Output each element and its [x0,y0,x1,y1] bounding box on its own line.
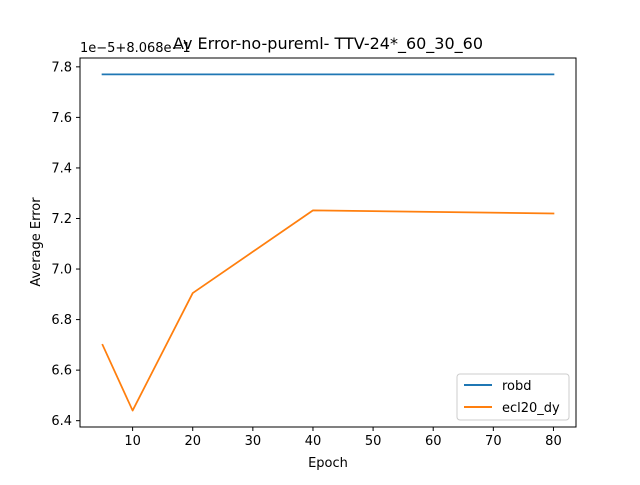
legend-entry-ecl20-dy: ecl20_dy [502,401,560,416]
y-axis-label: Average Error [29,197,44,287]
x-tick-label: 30 [245,434,262,449]
plot-area [80,58,576,427]
series-layer [101,73,555,412]
y-tick-label: 7.2 [51,212,72,227]
series-line-ecl20-dy [101,209,555,412]
plot-frame [79,57,577,428]
y-tick-label: 7.4 [51,161,72,176]
y-tick-label: 7.6 [51,111,72,126]
y-tick-label: 7.0 [51,263,72,278]
x-axis-label: Epoch [308,456,348,471]
legend-entry-robd: robd [502,379,532,394]
x-axis: 10 20 30 40 50 60 70 80 [124,427,562,449]
x-tick-label: 80 [545,434,562,449]
y-tick-label: 6.4 [51,414,72,429]
y-offset-label: 1e−5+8.068e−1 [80,41,191,56]
y-tick-label: 6.6 [51,364,72,379]
x-tick-label: 20 [184,434,201,449]
x-tick-label: 40 [305,434,322,449]
x-tick-label: 50 [365,434,382,449]
chart-title: Av Error-no-pureml- TTV-24*_60_30_60 [173,34,483,54]
y-axis: 6.4 6.6 6.8 7.0 7.2 7.4 7.6 7.8 [51,60,80,429]
x-tick-label: 70 [485,434,502,449]
legend: robd ecl20_dy [456,373,570,421]
y-tick-label: 6.8 [51,313,72,328]
x-tick-label: 60 [425,434,442,449]
x-tick-label: 10 [124,434,141,449]
y-tick-label: 7.8 [51,60,72,75]
